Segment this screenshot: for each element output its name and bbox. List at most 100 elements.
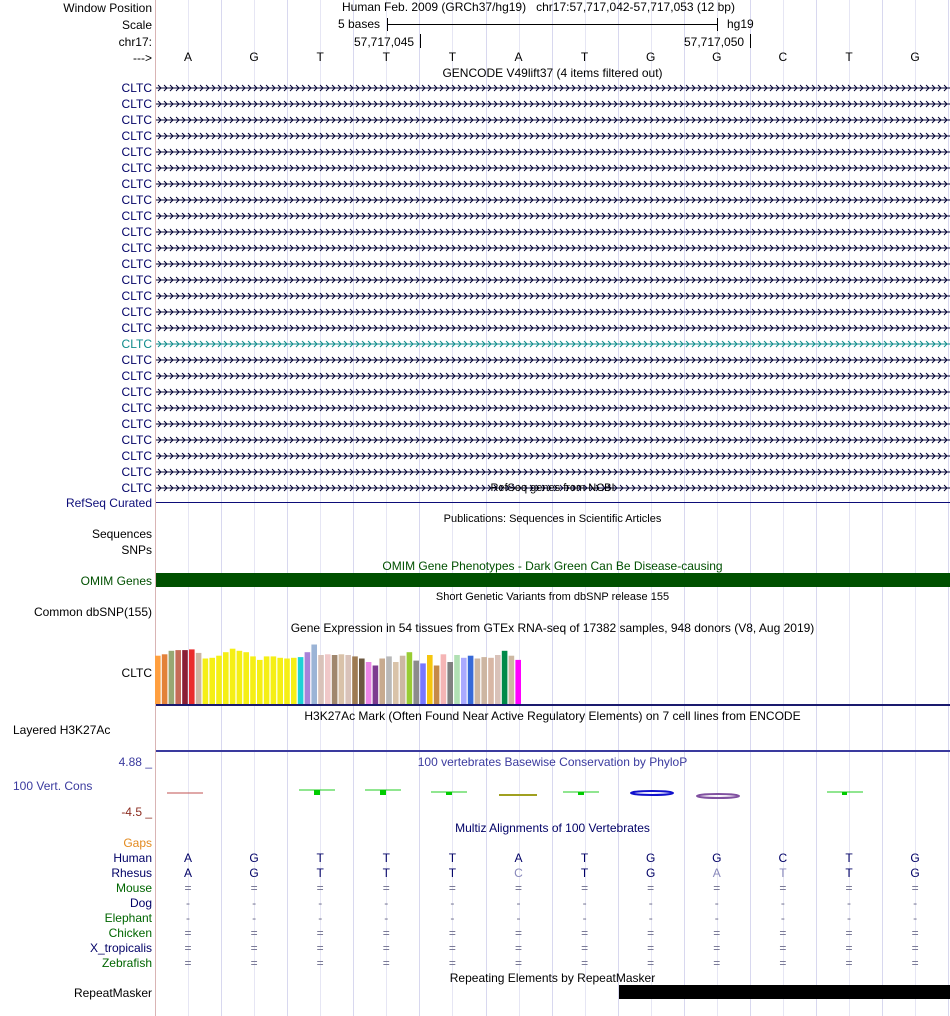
transcript-line[interactable] bbox=[156, 195, 950, 205]
publications-track-title[interactable]: Publications: Sequences in Scientific Ar… bbox=[443, 513, 662, 525]
gencode-transcript-label[interactable]: CLTC bbox=[121, 145, 152, 159]
refseq-track-title[interactable]: RefSeq genes from NCBI bbox=[490, 482, 615, 494]
publications-snps-label[interactable]: SNPs bbox=[121, 543, 152, 557]
gtex-tissue-bar[interactable] bbox=[216, 655, 222, 704]
gtex-tissue-bar[interactable] bbox=[161, 654, 168, 704]
transcript-line[interactable] bbox=[156, 339, 950, 349]
gtex-tissue-bar[interactable] bbox=[311, 644, 317, 705]
refseq-gene-line[interactable] bbox=[156, 502, 950, 503]
transcript-line[interactable] bbox=[156, 99, 950, 109]
gtex-tissue-bar[interactable] bbox=[508, 655, 515, 704]
gtex-tissue-bar[interactable] bbox=[304, 652, 311, 704]
h3k27ac-label[interactable]: Layered H3K27Ac bbox=[13, 723, 111, 737]
gencode-track-title[interactable]: GENCODE V49lift37 (4 items filtered out) bbox=[442, 66, 663, 80]
gencode-transcript-label[interactable]: CLTC bbox=[121, 241, 152, 255]
transcript-line[interactable] bbox=[156, 147, 950, 157]
repeatmasker-element[interactable] bbox=[619, 985, 950, 999]
gtex-tissue-bar[interactable] bbox=[175, 650, 181, 704]
transcript-line[interactable] bbox=[156, 211, 950, 221]
gencode-transcript-label[interactable]: CLTC bbox=[121, 113, 152, 127]
gencode-transcript-label[interactable]: CLTC bbox=[121, 401, 152, 415]
transcript-line[interactable] bbox=[156, 259, 950, 269]
gtex-tissue-bar[interactable] bbox=[393, 662, 399, 704]
gtex-tissue-bar[interactable] bbox=[182, 650, 188, 704]
gtex-tissue-bar[interactable] bbox=[467, 655, 474, 704]
gtex-tissue-bar[interactable] bbox=[209, 657, 215, 704]
dbsnp-label[interactable]: Common dbSNP(155) bbox=[33, 605, 152, 619]
gtex-tissue-bar[interactable] bbox=[413, 660, 419, 704]
species-label[interactable]: X_tropicalis bbox=[89, 941, 152, 955]
transcript-line[interactable] bbox=[156, 483, 950, 493]
gtex-tissue-bar[interactable] bbox=[270, 656, 277, 704]
gtex-tissue-bar[interactable] bbox=[386, 656, 392, 704]
gtex-tissue-bar[interactable] bbox=[345, 655, 351, 704]
gtex-tissue-bar[interactable] bbox=[223, 652, 229, 704]
gtex-tissue-bar[interactable] bbox=[284, 658, 290, 705]
gtex-tissue-bar[interactable] bbox=[277, 657, 283, 704]
gencode-transcript-label[interactable]: CLTC bbox=[121, 177, 152, 191]
transcript-line[interactable] bbox=[156, 83, 950, 93]
gtex-tissue-bar[interactable] bbox=[297, 657, 304, 704]
gtex-tissue-bar[interactable] bbox=[325, 654, 331, 704]
gtex-tissue-bar[interactable] bbox=[195, 652, 202, 704]
gencode-transcript-label[interactable]: CLTC bbox=[121, 305, 152, 319]
species-label[interactable]: Elephant bbox=[104, 911, 152, 925]
species-label[interactable]: Chicken bbox=[108, 926, 152, 940]
transcript-line[interactable] bbox=[156, 243, 950, 253]
species-label[interactable]: Human bbox=[113, 851, 152, 865]
transcript-line[interactable] bbox=[156, 403, 950, 413]
gtex-tissue-bar[interactable] bbox=[461, 657, 467, 704]
gtex-tissue-bar[interactable] bbox=[257, 659, 263, 704]
phylop-label[interactable]: 100 Vert. Cons bbox=[13, 779, 93, 793]
transcript-line[interactable] bbox=[156, 371, 950, 381]
transcript-line[interactable] bbox=[156, 307, 950, 317]
gtex-track-title[interactable]: Gene Expression in 54 tissues from GTEx … bbox=[290, 621, 815, 635]
gtex-tissue-bar[interactable] bbox=[236, 650, 243, 704]
gtex-tissue-bar[interactable] bbox=[243, 652, 249, 704]
gtex-tissue-bar[interactable] bbox=[447, 662, 453, 704]
gencode-transcript-label[interactable]: CLTC bbox=[121, 193, 152, 207]
gtex-tissue-bar[interactable] bbox=[420, 663, 426, 704]
transcript-line[interactable] bbox=[156, 451, 950, 461]
gencode-transcript-label[interactable]: CLTC bbox=[121, 129, 152, 143]
gtex-tissue-bar[interactable] bbox=[454, 655, 460, 704]
gtex-tissue-bar[interactable] bbox=[291, 657, 297, 704]
gencode-transcript-label[interactable]: CLTC bbox=[121, 337, 152, 351]
species-label[interactable]: Dog bbox=[129, 896, 152, 910]
gencode-transcript-label[interactable]: CLTC bbox=[121, 385, 152, 399]
gtex-tissue-bar[interactable] bbox=[229, 648, 236, 704]
gtex-tissue-bar[interactable] bbox=[263, 656, 270, 704]
transcript-line[interactable] bbox=[156, 467, 950, 477]
gencode-transcript-label[interactable]: CLTC bbox=[121, 481, 152, 495]
h3k27ac-track-title[interactable]: H3K27Ac Mark (Often Found Near Active Re… bbox=[304, 709, 801, 723]
transcript-line[interactable] bbox=[156, 179, 950, 189]
omim-feature-bar[interactable] bbox=[156, 573, 950, 587]
gencode-transcript-label[interactable]: CLTC bbox=[121, 321, 152, 335]
multiz-track-title[interactable]: Multiz Alignments of 100 Vertebrates bbox=[455, 821, 650, 835]
gaps-label[interactable]: Gaps bbox=[123, 836, 152, 850]
gtex-tissue-bar[interactable] bbox=[440, 654, 447, 704]
gencode-transcript-label[interactable]: CLTC bbox=[121, 369, 152, 383]
gencode-transcript-label[interactable]: CLTC bbox=[121, 161, 152, 175]
publications-sequences-label[interactable]: Sequences bbox=[91, 527, 152, 541]
gencode-transcript-label[interactable]: CLTC bbox=[121, 449, 152, 463]
gencode-transcript-label[interactable]: CLTC bbox=[121, 465, 152, 479]
gtex-tissue-bar[interactable] bbox=[318, 655, 324, 704]
gtex-tissue-bar[interactable] bbox=[406, 652, 413, 704]
transcript-line[interactable] bbox=[156, 131, 950, 141]
transcript-line[interactable] bbox=[156, 323, 950, 333]
gtex-tissue-bar[interactable] bbox=[515, 659, 521, 704]
transcript-line[interactable] bbox=[156, 355, 950, 365]
gtex-tissue-bar[interactable] bbox=[331, 655, 338, 704]
gtex-label[interactable]: CLTC bbox=[121, 666, 152, 680]
gtex-tissue-bar[interactable] bbox=[202, 658, 209, 705]
transcript-line[interactable] bbox=[156, 419, 950, 429]
phylop-conservation-plot[interactable] bbox=[155, 783, 950, 803]
species-label[interactable]: Rhesus bbox=[111, 866, 152, 880]
transcript-line[interactable] bbox=[156, 275, 950, 285]
gencode-transcript-label[interactable]: CLTC bbox=[121, 353, 152, 367]
gtex-tissue-bar[interactable] bbox=[352, 656, 358, 704]
gtex-tissue-bar[interactable] bbox=[250, 656, 256, 704]
species-label[interactable]: Mouse bbox=[115, 881, 152, 895]
transcript-line[interactable] bbox=[156, 435, 950, 445]
